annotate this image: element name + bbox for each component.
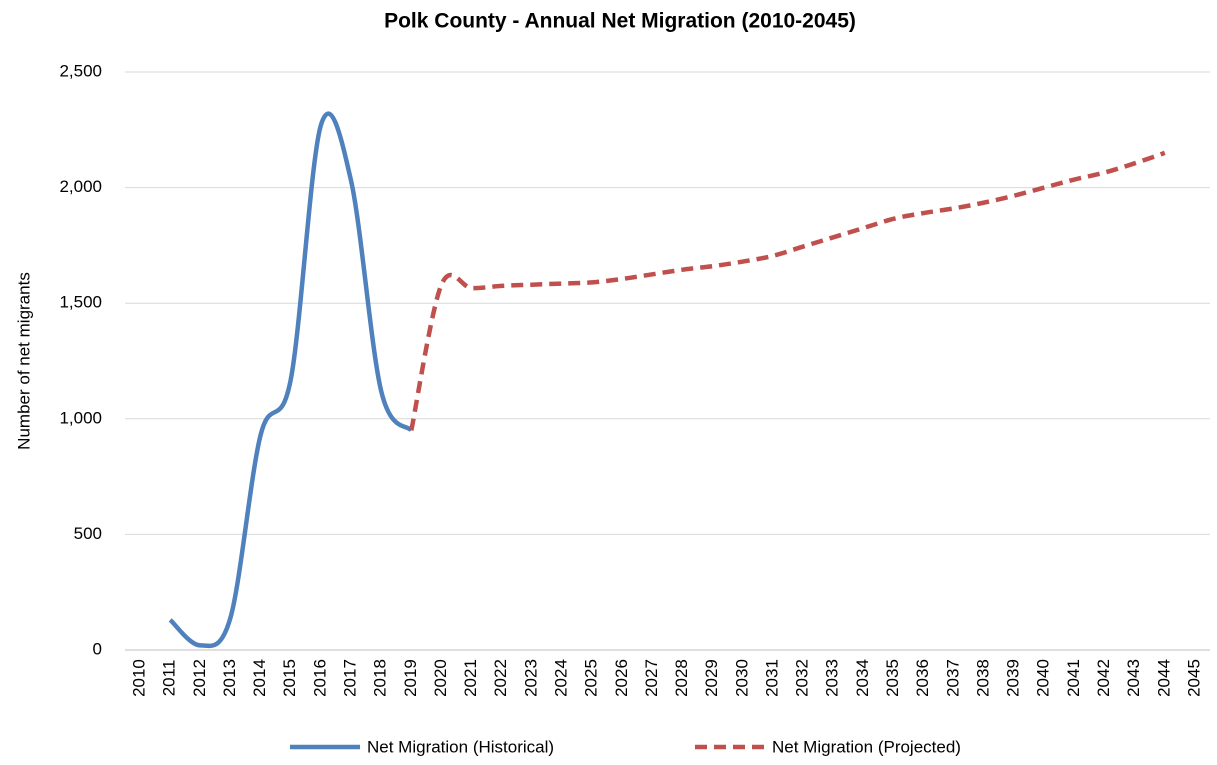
x-tick-label: 2021 (461, 659, 480, 697)
x-tick-label: 2014 (250, 659, 269, 697)
x-tick-label: 2032 (793, 659, 812, 697)
y-axis-label: Number of net migrants (14, 272, 33, 450)
x-tick-label: 2036 (913, 659, 932, 697)
data-line (409, 150, 1166, 431)
x-tick-label: 2022 (491, 659, 510, 697)
x-tick-label: 2010 (130, 659, 149, 697)
x-tick-label: 2044 (1154, 659, 1173, 697)
x-tick-label: 2015 (280, 659, 299, 697)
x-tick-label: 2040 (1034, 659, 1053, 697)
x-tick-label: 2025 (582, 659, 601, 697)
x-tick-label: 2029 (702, 659, 721, 697)
y-tick-label: 1,000 (59, 408, 102, 427)
x-tick-label: 2012 (190, 659, 209, 697)
x-tick-label: 2031 (762, 659, 781, 697)
x-tick-label: 2024 (551, 659, 570, 697)
x-tick-label: 2016 (310, 659, 329, 697)
x-tick-label: 2041 (1064, 659, 1083, 697)
data-line (168, 111, 414, 649)
x-tick-label: 2043 (1124, 659, 1143, 697)
x-tick-label: 2028 (672, 659, 691, 697)
x-tick-label: 2020 (431, 659, 450, 697)
legend-label: Net Migration (Projected) (772, 737, 961, 756)
chart-title: Polk County - Annual Net Migration (2010… (384, 10, 856, 33)
y-tick-label: 1,500 (59, 293, 102, 312)
x-tick-label: 2039 (1004, 659, 1023, 697)
x-tick-label: 2035 (883, 659, 902, 697)
x-tick-label: 2034 (853, 659, 872, 697)
y-tick-label: 0 (93, 639, 102, 658)
x-tick-label: 2030 (732, 659, 751, 697)
x-tick-label: 2045 (1184, 659, 1203, 697)
x-tick-label: 2042 (1094, 659, 1113, 697)
x-tick-label: 2038 (973, 659, 992, 697)
legend-label: Net Migration (Historical) (367, 737, 554, 756)
x-tick-label: 2026 (612, 659, 631, 697)
x-tick-label: 2018 (371, 659, 390, 697)
x-tick-label: 2027 (642, 659, 661, 697)
x-tick-label: 2013 (220, 659, 239, 697)
x-tick-label: 2017 (341, 659, 360, 697)
x-tick-label: 2011 (160, 660, 179, 697)
x-tick-label: 2033 (823, 659, 842, 697)
y-tick-label: 500 (74, 524, 102, 543)
y-tick-label: 2,000 (59, 177, 102, 196)
x-tick-label: 2023 (521, 659, 540, 697)
y-tick-label: 2,500 (59, 61, 102, 80)
x-tick-label: 2019 (401, 659, 420, 697)
x-tick-label: 2037 (943, 659, 962, 697)
